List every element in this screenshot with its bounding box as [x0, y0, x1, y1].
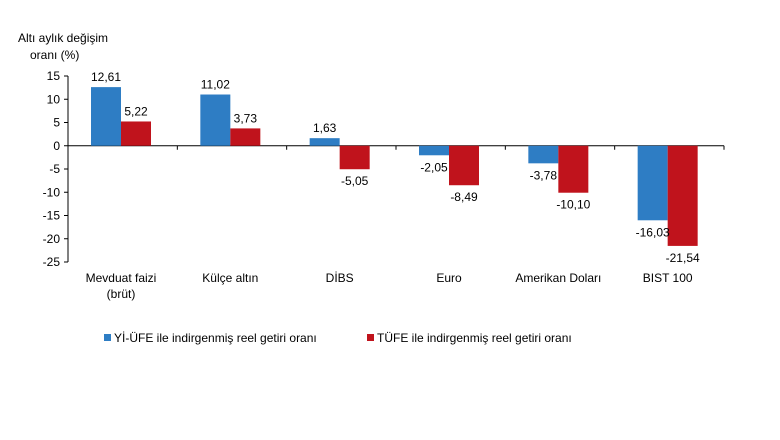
data-labels: 12,61 11,02 1,63 -2,05 -3,78 -16,03 5,22 3,73 -5… [91, 70, 700, 265]
data-label: -21,54 [666, 251, 700, 265]
y-tick-label: -20 [43, 232, 61, 246]
data-label: -16,03 [636, 225, 670, 239]
y-axis-title-line-1: Altı aylık değişim [18, 31, 108, 45]
data-label: -5,05 [341, 174, 369, 188]
legend-swatch [367, 334, 374, 341]
data-label: 11,02 [201, 78, 230, 92]
data-label: -10,10 [556, 198, 590, 212]
x-tick-label: Amerikan Doları [515, 271, 601, 285]
category-labels: Mevduat faizi (brüt) Külçe altın DİBS Euro Am… [86, 271, 693, 301]
bar [419, 145, 449, 156]
legend-label: Yİ-ÜFE ile indirgenmiş reel getiri oranı [114, 331, 317, 345]
bar [667, 145, 698, 246]
legend-swatch [104, 334, 111, 341]
y-tick-label: -15 [43, 209, 61, 223]
bar [121, 121, 151, 146]
legend: Yİ-ÜFE ile indirgenmiş reel getiri oranı… [104, 331, 572, 345]
legend-label: TÜFE ile indirgenmiş reel getiri oranı [377, 331, 572, 345]
data-label: 3,73 [234, 111, 258, 125]
y-tick-label: -5 [49, 162, 60, 176]
x-tick-label: Euro [436, 271, 462, 285]
data-label: 12,61 [91, 70, 121, 84]
y-tick-label: 0 [53, 139, 60, 153]
x-tick-label: Mevduat faizi [86, 271, 157, 285]
bar [91, 87, 121, 146]
x-tick-label: Külçe altın [202, 271, 258, 285]
axes: 15 10 5 0 -5 -10 -15 -20 -25 [43, 69, 725, 269]
bar [449, 145, 479, 186]
y-tick-label: 15 [47, 69, 61, 83]
y-tick-label: 5 [53, 116, 60, 130]
data-label: 5,22 [124, 104, 148, 118]
data-label: 1,63 [313, 121, 337, 135]
y-axis-title: Altı aylık değişim oranı (%) [18, 31, 108, 62]
y-tick-label: 10 [47, 92, 61, 106]
y-axis-title-line-2: oranı (%) [30, 48, 79, 62]
bar [637, 145, 668, 221]
bar [200, 94, 231, 146]
bar [528, 145, 559, 164]
x-tick-label: BIST 100 [643, 271, 693, 285]
y-tick-label: -10 [43, 185, 61, 199]
data-label: -3,78 [530, 168, 558, 182]
x-tick-label: (brüt) [107, 287, 136, 301]
bars [91, 87, 698, 246]
x-tick-label: DİBS [326, 271, 354, 285]
y-tick-label: -25 [43, 255, 61, 269]
data-label: -8,49 [450, 190, 478, 204]
bar [309, 138, 340, 146]
bar [558, 145, 589, 193]
data-label: -2,05 [420, 160, 448, 174]
bar [230, 128, 261, 146]
bar [339, 145, 370, 170]
